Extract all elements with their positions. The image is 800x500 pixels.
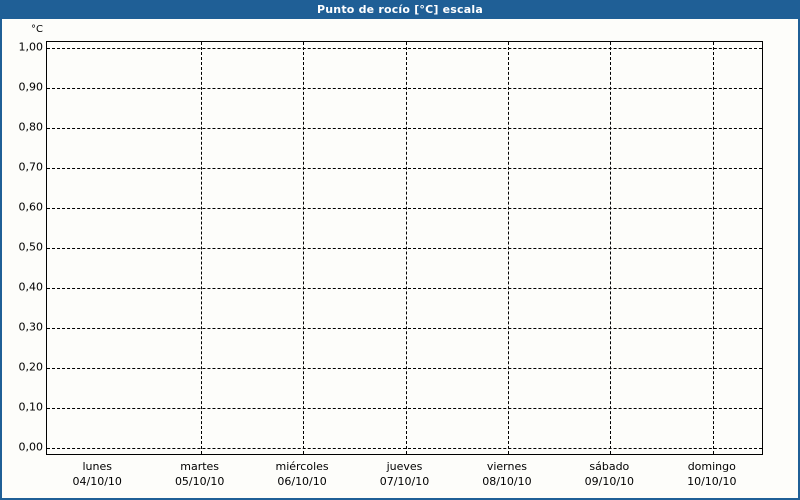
gridline-horizontal	[47, 48, 762, 49]
x-axis-date-label: 04/10/10	[72, 475, 122, 488]
x-axis-tick-label: jueves 07/10/10	[345, 459, 465, 489]
window-title-bar: Punto de rocío [°C] escala	[2, 0, 798, 19]
gridline-vertical	[610, 42, 612, 454]
x-axis-day-label: jueves	[386, 460, 423, 473]
y-axis-unit-label: °C	[31, 24, 43, 35]
y-axis-tick-label: 0,60	[18, 200, 44, 214]
x-axis-date-label: 08/10/10	[482, 475, 532, 488]
gridline-horizontal	[47, 408, 762, 409]
x-axis-day-label: viernes	[486, 460, 527, 473]
gridline-vertical	[200, 42, 202, 454]
y-axis-tick-label: 0,80	[18, 120, 44, 134]
y-axis-tick-labels: 1,00 0,90 0,80 0,70 0,60 0,50 0,40 0,30 0,20 0,10…	[2, 40, 44, 455]
gridline-vertical	[507, 42, 509, 454]
x-axis-date-label: 05/10/10	[174, 475, 225, 488]
gridline-horizontal	[47, 328, 762, 329]
y-axis-tick-label: 0,90	[18, 80, 44, 94]
gridline-horizontal	[47, 248, 762, 249]
gridline-vertical	[712, 42, 714, 454]
x-axis-date-label: 06/10/10	[277, 475, 327, 488]
gridline-horizontal	[47, 168, 762, 169]
y-axis-tick-label: 0,70	[18, 160, 44, 174]
x-axis-tick-label: miércoles 06/10/10	[242, 459, 362, 489]
gridline-vertical	[303, 42, 305, 454]
x-axis-date-label: 07/10/10	[379, 475, 430, 488]
page-title: Punto de rocío [°C] escala	[317, 3, 483, 16]
y-axis-tick-label: 0,30	[18, 320, 44, 334]
x-axis-tick-label: domingo 10/10/10	[652, 459, 772, 489]
gridline-horizontal	[47, 88, 762, 89]
gridline-horizontal	[47, 128, 762, 129]
gridline-horizontal	[47, 448, 762, 449]
y-axis-tick-label: 1,00	[18, 40, 44, 54]
x-axis-day-label: miércoles	[275, 460, 329, 473]
x-axis-date-label: 09/10/10	[584, 475, 635, 488]
y-axis-tick-label: 0,10	[18, 400, 44, 414]
y-axis-tick-label: 0,40	[18, 280, 44, 294]
x-axis-day-label: martes	[180, 460, 220, 473]
chart-canvas: °C 1,00 0,90 0,80 0,70 0,60 0,50 0,40 0,30 0,20 0…	[2, 19, 798, 498]
y-axis-tick-label: 0,50	[18, 240, 44, 254]
x-axis-day-label: lunes	[82, 460, 112, 473]
x-axis-tick-label: lunes 04/10/10	[37, 459, 157, 489]
y-axis-tick-label: 0,00	[18, 440, 44, 454]
x-axis-day-label: domingo	[687, 460, 736, 473]
gridline-horizontal	[47, 208, 762, 209]
x-axis-tick-label: martes 05/10/10	[140, 459, 260, 489]
x-axis-day-label: sábado	[589, 460, 630, 473]
x-axis-tick-labels: lunes 04/10/10 martes 05/10/10 miércoles 06/1…	[2, 459, 798, 497]
plot-area	[46, 41, 763, 455]
y-axis-tick-label: 0,20	[18, 360, 44, 374]
x-axis-tick-label: sábado 09/10/10	[549, 459, 669, 489]
x-axis-tick-label: viernes 08/10/10	[447, 459, 567, 489]
gridline-vertical	[405, 42, 407, 454]
gridline-horizontal	[47, 368, 762, 369]
x-axis-date-label: 10/10/10	[687, 475, 737, 488]
data-series-layer	[47, 42, 763, 455]
gridline-horizontal	[47, 288, 762, 289]
